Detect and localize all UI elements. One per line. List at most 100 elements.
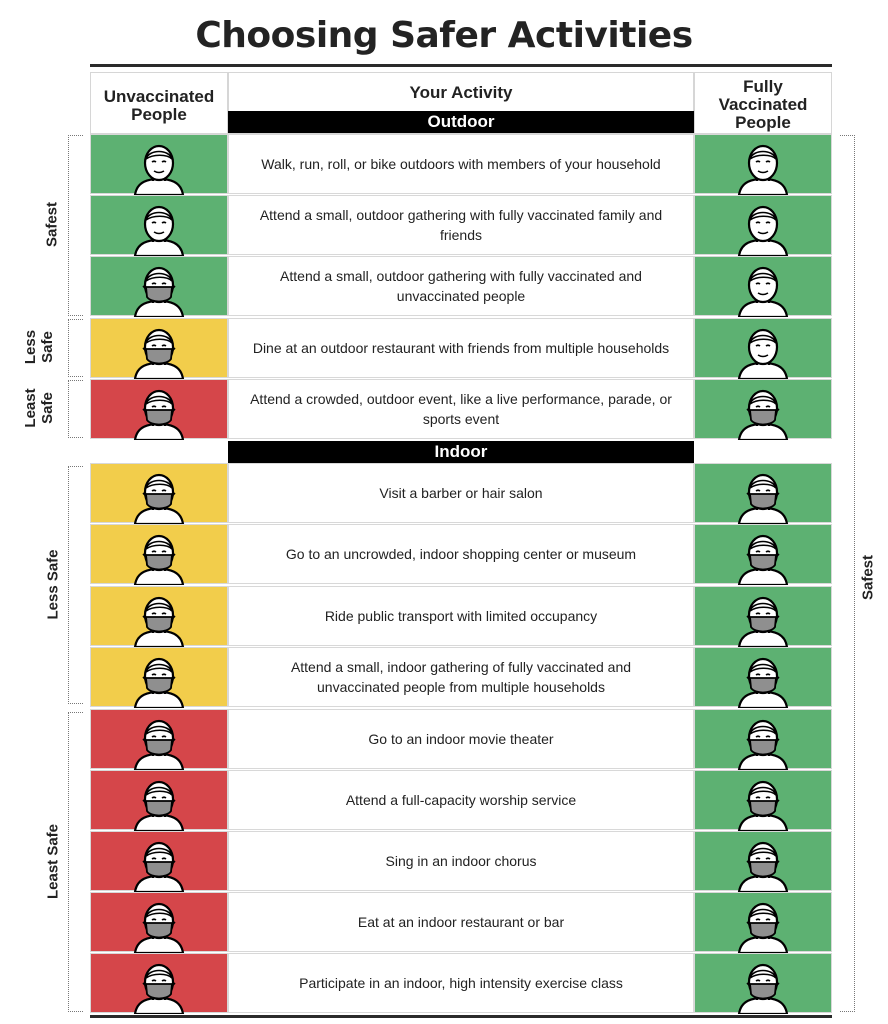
bracket-least-safe-outdoor <box>68 380 83 438</box>
label-least-safe-outdoor-line2: Safe <box>39 392 56 424</box>
masked-person-icon <box>131 464 187 526</box>
activity-description: Go to an indoor movie theater <box>228 709 694 769</box>
person-icon <box>131 196 187 258</box>
vaccinated-risk-cell <box>694 195 832 258</box>
unvaccinated-risk-cell <box>90 379 228 442</box>
vaccinated-risk-cell <box>694 953 832 1016</box>
masked-person-icon <box>735 587 791 649</box>
label-less-safe-outdoor-line2: Safe <box>39 331 56 363</box>
masked-person-icon <box>131 380 187 442</box>
masked-person-icon <box>131 954 187 1016</box>
masked-person-icon <box>735 832 791 894</box>
header-unvaccinated-box <box>90 72 228 134</box>
vaccinated-risk-cell <box>694 134 832 197</box>
activity-description: Attend a crowded, outdoor event, like a … <box>228 379 694 439</box>
section-outdoor: Outdoor <box>228 111 694 133</box>
masked-person-icon <box>131 319 187 381</box>
table-row: Attend a crowded, outdoor event, like a … <box>90 379 832 442</box>
vaccinated-risk-cell <box>694 524 832 587</box>
vaccinated-risk-cell <box>694 770 832 833</box>
table-row: Ride public transport with limited occup… <box>90 586 832 649</box>
table-row: Dine at an outdoor restaurant with frien… <box>90 318 832 381</box>
table-row: Eat at an indoor restaurant or bar <box>90 892 832 955</box>
unvaccinated-risk-cell <box>90 195 228 258</box>
section-indoor: Indoor <box>228 441 694 463</box>
unvaccinated-risk-cell <box>90 831 228 894</box>
activity-description: Visit a barber or hair salon <box>228 463 694 523</box>
header-vaccinated-box <box>694 72 832 134</box>
unvaccinated-risk-cell <box>90 318 228 381</box>
activity-description: Attend a small, outdoor gathering with f… <box>228 195 694 255</box>
person-icon <box>735 135 791 197</box>
bottom-rule <box>90 1015 832 1018</box>
person-icon <box>735 319 791 381</box>
masked-person-icon <box>131 257 187 319</box>
activity-description: Sing in an indoor chorus <box>228 831 694 891</box>
table-row: Attend a small, outdoor gathering with f… <box>90 256 832 319</box>
vaccinated-risk-cell <box>694 647 832 710</box>
unvaccinated-risk-cell <box>90 586 228 649</box>
table-row: Walk, run, roll, or bike outdoors with m… <box>90 134 832 197</box>
table-row: Attend a small, indoor gathering of full… <box>90 647 832 710</box>
title-underline <box>90 64 832 67</box>
person-icon <box>131 135 187 197</box>
masked-person-icon <box>131 832 187 894</box>
vaccinated-risk-cell <box>694 256 832 319</box>
masked-person-icon <box>735 380 791 442</box>
vaccinated-risk-cell <box>694 463 832 526</box>
masked-person-icon <box>735 954 791 1016</box>
activity-description: Participate in an indoor, high intensity… <box>228 953 694 1013</box>
person-icon <box>735 257 791 319</box>
label-less-safe-indoor: Less Safe <box>44 549 62 620</box>
masked-person-icon <box>131 648 187 710</box>
vaccinated-risk-cell <box>694 831 832 894</box>
bracket-least-safe-indoor <box>68 712 83 1012</box>
label-safest-vaccinated: Safest <box>859 554 877 601</box>
table-row: Go to an indoor movie theater <box>90 709 832 772</box>
label-least-safe-outdoor-line1: Least <box>22 388 39 428</box>
activity-description: Attend a small, outdoor gathering with f… <box>228 256 694 316</box>
masked-person-icon <box>735 648 791 710</box>
vaccinated-risk-cell <box>694 586 832 649</box>
table-row: Go to an uncrowded, indoor shopping cent… <box>90 524 832 587</box>
activity-description: Attend a small, indoor gathering of full… <box>228 647 694 707</box>
activity-description: Eat at an indoor restaurant or bar <box>228 892 694 952</box>
masked-person-icon <box>131 710 187 772</box>
masked-person-icon <box>735 464 791 526</box>
masked-person-icon <box>131 587 187 649</box>
unvaccinated-risk-cell <box>90 256 228 319</box>
label-less-safe-outdoor-line1: Less <box>22 329 39 365</box>
unvaccinated-risk-cell <box>90 463 228 526</box>
table-row: Attend a small, outdoor gathering with f… <box>90 195 832 258</box>
bracket-less-safe-outdoor <box>68 319 83 377</box>
activity-description: Dine at an outdoor restaurant with frien… <box>228 318 694 378</box>
unvaccinated-risk-cell <box>90 770 228 833</box>
unvaccinated-risk-cell <box>90 892 228 955</box>
activity-description: Walk, run, roll, or bike outdoors with m… <box>228 134 694 194</box>
label-safest-outdoor: Safest <box>43 201 61 248</box>
table-row: Participate in an indoor, high intensity… <box>90 953 832 1016</box>
masked-person-icon <box>131 525 187 587</box>
page-title: Choosing Safer Activities <box>195 15 693 56</box>
header-unvaccinated: Unvaccinated People <box>103 87 215 124</box>
header-activity: Your Activity <box>409 83 513 102</box>
unvaccinated-risk-cell <box>90 647 228 710</box>
unvaccinated-risk-cell <box>90 709 228 772</box>
masked-person-icon <box>735 893 791 955</box>
person-icon <box>735 196 791 258</box>
unvaccinated-risk-cell <box>90 134 228 197</box>
activity-description: Attend a full-capacity worship service <box>228 770 694 830</box>
vaccinated-risk-cell <box>694 318 832 381</box>
masked-person-icon <box>735 771 791 833</box>
table-row: Attend a full-capacity worship service <box>90 770 832 833</box>
activity-description: Go to an uncrowded, indoor shopping cent… <box>228 524 694 584</box>
vaccinated-risk-cell <box>694 892 832 955</box>
bracket-safest-outdoor <box>68 135 83 316</box>
label-least-safe-indoor: Least Safe <box>44 823 62 900</box>
unvaccinated-risk-cell <box>90 953 228 1016</box>
activity-description: Ride public transport with limited occup… <box>228 586 694 646</box>
masked-person-icon <box>131 771 187 833</box>
masked-person-icon <box>735 525 791 587</box>
masked-person-icon <box>735 710 791 772</box>
masked-person-icon <box>131 893 187 955</box>
